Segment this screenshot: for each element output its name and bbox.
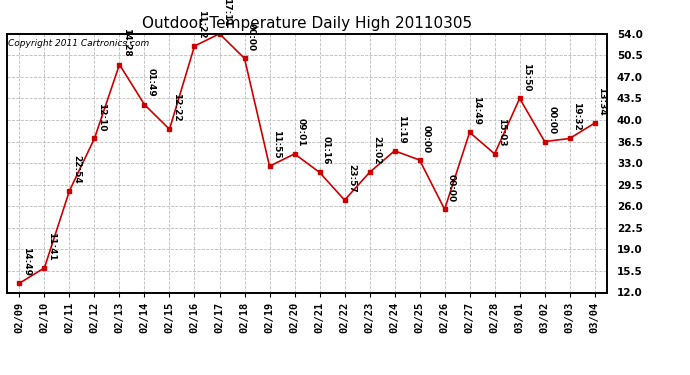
Text: 13:34: 13:34 [598,87,607,116]
Text: 09:01: 09:01 [297,118,306,147]
Text: 11:22: 11:22 [197,10,206,39]
Text: 14:49: 14:49 [472,96,481,125]
Text: 00:00: 00:00 [547,106,556,134]
Text: 19:32: 19:32 [572,102,581,131]
Text: 12:10: 12:10 [97,103,106,131]
Text: 00:00: 00:00 [247,23,256,51]
Text: Copyright 2011 Cartronics.com: Copyright 2011 Cartronics.com [8,39,149,48]
Text: 15:50: 15:50 [522,63,531,91]
Text: 00:00: 00:00 [447,174,456,202]
Text: 17:11: 17:11 [222,0,231,26]
Text: 21:02: 21:02 [372,136,381,165]
Text: 11:55: 11:55 [272,130,281,159]
Text: 14:28: 14:28 [122,28,131,57]
Text: 01:16: 01:16 [322,136,331,165]
Text: 12:22: 12:22 [172,93,181,122]
Text: 23:57: 23:57 [347,164,356,193]
Title: Outdoor Temperature Daily High 20110305: Outdoor Temperature Daily High 20110305 [142,16,472,31]
Text: 22:54: 22:54 [72,155,81,183]
Text: 01:49: 01:49 [147,69,156,97]
Text: 11:41: 11:41 [47,232,56,261]
Text: 15:03: 15:03 [497,118,506,147]
Text: 14:49: 14:49 [22,247,31,276]
Text: 11:19: 11:19 [397,115,406,143]
Text: 00:00: 00:00 [422,124,431,153]
